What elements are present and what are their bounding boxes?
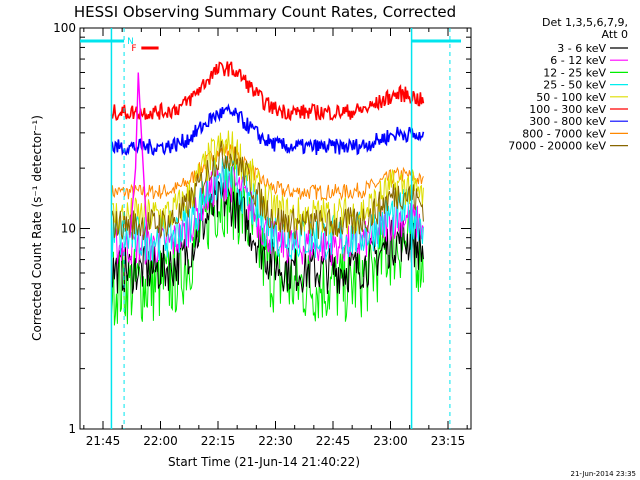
legend-header-line-1: Det 1,3,5,6,7,9, <box>542 16 628 29</box>
y-axis-label: Corrected Count Rate (s⁻¹ detector⁻¹) <box>30 115 44 341</box>
legend-label-2: 12 - 25 keV <box>543 66 606 79</box>
flare-flag-label: F <box>131 44 136 54</box>
y-tick-label-1: 10 <box>61 222 76 236</box>
legend-header-line-2: Att 0 <box>602 28 628 41</box>
trace-6 <box>110 103 425 156</box>
footer-date: 21-Jun-2014 23:35 <box>571 470 637 478</box>
flags: NF <box>80 28 461 429</box>
x-tick-label-6: 23:15 <box>431 434 466 448</box>
trace-5 <box>110 61 425 122</box>
legend-label-0: 3 - 6 keV <box>557 42 606 55</box>
legend-label-7: 800 - 7000 keV <box>522 127 606 140</box>
x-tick-label-0: 21:45 <box>86 434 121 448</box>
x-tick-label-4: 22:45 <box>316 434 351 448</box>
legend-label-8: 7000 - 20000 keV <box>508 140 606 153</box>
legend-label-1: 6 - 12 keV <box>550 54 606 67</box>
legend-label-4: 50 - 100 keV <box>536 91 606 104</box>
legend-label-6: 300 - 800 keV <box>529 115 606 128</box>
chart-title: HESSI Observing Summary Count Rates, Cor… <box>74 3 456 21</box>
trace-spike <box>129 72 148 238</box>
trace-1 <box>110 164 424 266</box>
legend-label-3: 25 - 50 keV <box>543 79 606 92</box>
night-flag-label: N <box>127 37 134 47</box>
x-tick-label-1: 22:00 <box>143 434 178 448</box>
axes: 21:45 22:00 22:15 22:30 22:45 23:00 23:15 1 10 10… <box>53 21 471 448</box>
y-tick-label-2: 100 <box>53 21 76 35</box>
x-tick-label-2: 22:15 <box>201 434 236 448</box>
trace-8 <box>110 140 424 241</box>
x-tick-label-3: 22:30 <box>258 434 293 448</box>
legend-label-5: 100 - 300 keV <box>529 103 606 116</box>
x-axis-label: Start Time (21-Jun-14 21:40:22) <box>168 455 360 469</box>
trace-7 <box>110 143 424 202</box>
traces <box>110 61 425 326</box>
x-tick-label-5: 23:00 <box>373 434 408 448</box>
y-tick-label-0: 1 <box>68 422 76 436</box>
